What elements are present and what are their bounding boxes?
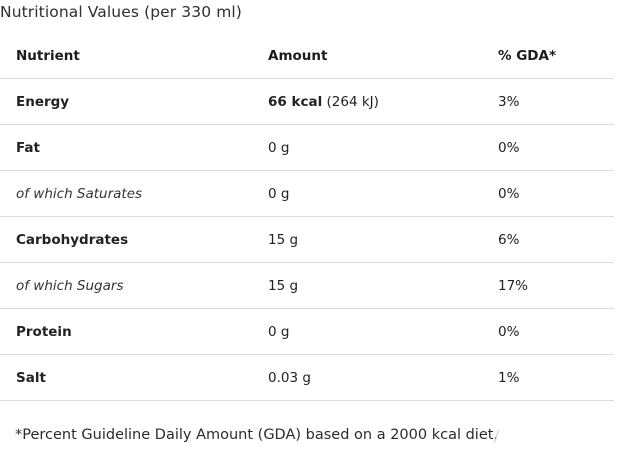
gda-footnote: *Percent Guideline Daily Amount (GDA) ba… — [15, 427, 499, 443]
header-gda: % GDA* — [498, 48, 557, 64]
amount-value: 0 g — [268, 185, 290, 202]
nutrient-name: Carbohydrates — [16, 231, 129, 248]
nutrient-name: Fat — [16, 139, 40, 156]
gda-value: 3% — [498, 93, 520, 110]
table-row: Salt 0.03 g 1% — [0, 355, 614, 401]
table-row: Protein 0 g 0% — [0, 309, 614, 355]
table-row: of which Sugars 15 g 17% — [0, 263, 614, 309]
nutrient-name: Energy — [16, 93, 70, 110]
gda-value: 1% — [498, 369, 520, 386]
amount-value: 15 g — [268, 277, 299, 294]
amount-value: 15 g — [268, 231, 299, 248]
table-row: Fat 0 g 0% — [0, 125, 614, 171]
table-row: Carbohydrates 15 g 6% — [0, 217, 614, 263]
gda-value: 0% — [498, 323, 520, 340]
gda-value: 6% — [498, 231, 520, 248]
table-header-row: Nutrient Amount % GDA* — [0, 34, 614, 79]
amount-primary: 66 kcal — [268, 93, 323, 110]
amount-value: 0 g — [268, 323, 290, 340]
nutrient-name: of which Sugars — [16, 277, 124, 294]
amount-secondary: (264 kJ) — [322, 93, 379, 110]
gda-value: 0% — [498, 139, 520, 156]
table-row: of which Saturates 0 g 0% — [0, 171, 614, 217]
amount-value: 0 g — [268, 139, 290, 156]
gda-value: 17% — [498, 277, 529, 294]
nutrition-table: Nutrient Amount % GDA* Energy 66 kcal (2… — [0, 34, 614, 401]
amount-value: 66 kcal (264 kJ) — [268, 94, 379, 110]
nutrient-name: of which Saturates — [16, 185, 143, 202]
header-amount: Amount — [268, 48, 328, 64]
nutrient-name: Salt — [16, 369, 46, 386]
page-title: Nutritional Values (per 330 ml) — [0, 3, 242, 21]
table-row: Energy 66 kcal (264 kJ) 3% — [0, 79, 614, 125]
header-nutrient: Nutrient — [16, 48, 80, 64]
gda-value: 0% — [498, 185, 520, 202]
amount-value: 0.03 g — [268, 369, 311, 386]
nutrient-name: Protein — [16, 323, 72, 340]
